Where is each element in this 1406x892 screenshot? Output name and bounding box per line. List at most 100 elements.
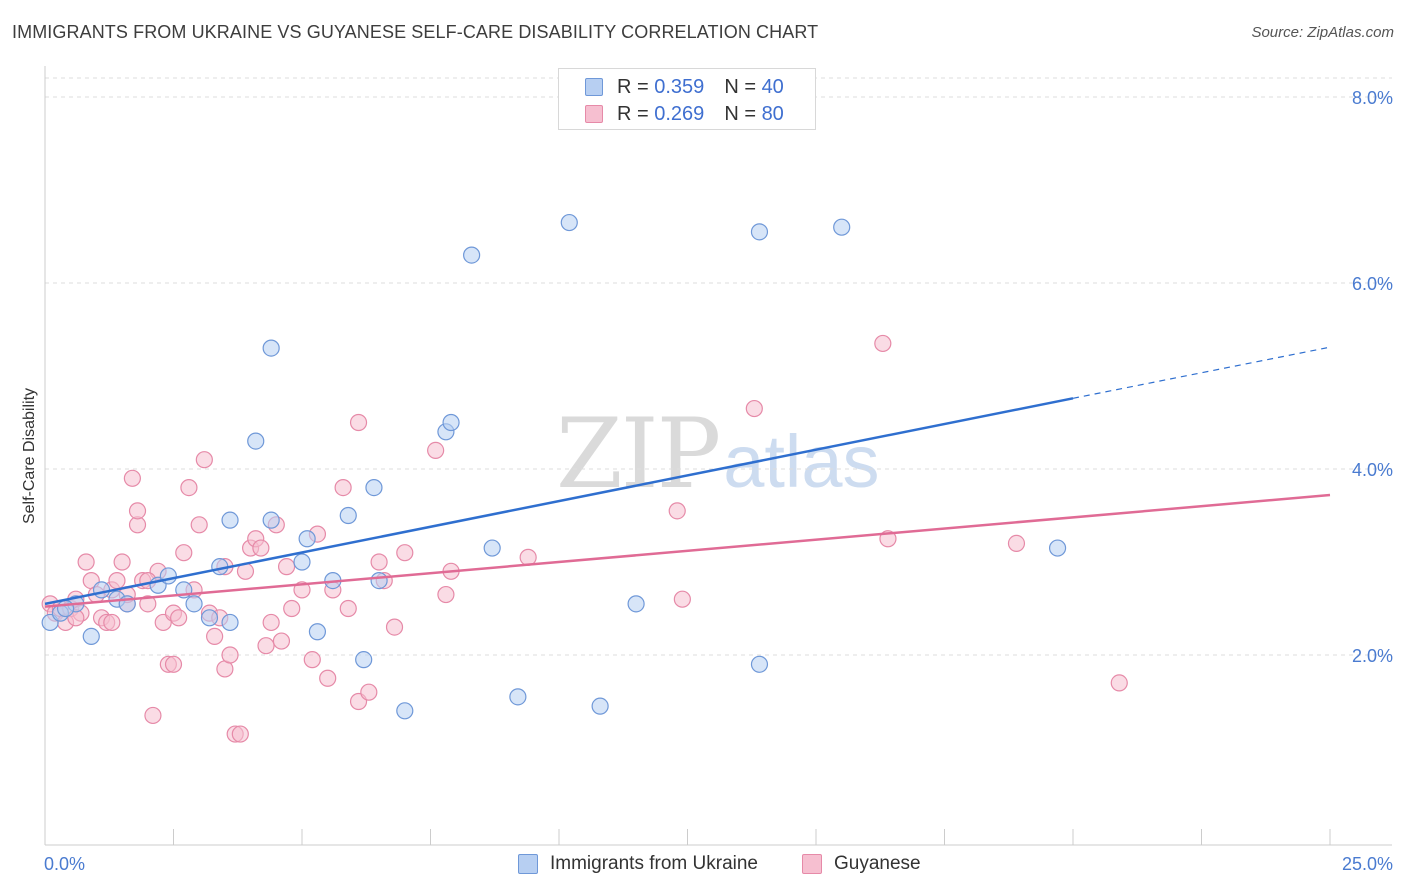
- guyanese-point: [427, 441, 445, 459]
- guyanese-point: [77, 553, 95, 571]
- ukraine-point: [396, 702, 414, 720]
- guyanese-point: [303, 651, 321, 669]
- guyanese-point: [334, 479, 352, 497]
- bottom-legend-guyanese: Guyanese: [802, 852, 921, 876]
- guyanese-point: [139, 595, 157, 613]
- guyanese-point: [385, 618, 404, 636]
- guyanese-point: [277, 558, 296, 576]
- guyanese-point: [360, 683, 378, 701]
- guyanese-point: [283, 599, 301, 618]
- guyanese-point: [103, 613, 121, 632]
- ukraine-point: [92, 581, 111, 599]
- legend-r-label: R =: [617, 75, 649, 98]
- guyanese-point: [180, 479, 198, 497]
- guyanese-point: [668, 502, 686, 520]
- guyanese-point: [874, 334, 892, 353]
- tick-labels: 2.0% 4.0% 6.0% 8.0% 0.0% 25.0%: [44, 88, 1393, 874]
- guyanese-point: [170, 609, 188, 627]
- ukraine-point: [56, 599, 75, 618]
- ukraine-legend-swatch: [518, 854, 538, 874]
- ukraine-point: [200, 609, 219, 627]
- guyanese-swatch: [585, 105, 603, 123]
- ukraine-point: [247, 432, 265, 450]
- ukraine-points: [41, 213, 1067, 720]
- x-tick-label-max: 25.0%: [1342, 854, 1393, 874]
- ukraine-legend-label: Immigrants from Ukraine: [550, 853, 758, 874]
- guyanese-point: [319, 669, 337, 687]
- ukraine-point: [221, 511, 239, 529]
- watermark-zip: ZIP: [556, 398, 721, 510]
- guyanese-point: [262, 613, 280, 632]
- watermark-atlas: atlas: [723, 420, 880, 503]
- guyanese-point: [144, 706, 162, 725]
- guyanese-trend-line: [44, 493, 1331, 608]
- guyanese-point: [673, 590, 691, 608]
- y-tick-label: 2.0%: [1352, 646, 1393, 666]
- ukraine-point: [1048, 539, 1067, 557]
- guyanese-point: [123, 469, 141, 487]
- ukraine-point: [365, 479, 383, 497]
- guyanese-point: [745, 399, 763, 418]
- guyanese-point: [396, 544, 414, 562]
- ukraine-point: [750, 223, 769, 241]
- chart-title: IMMIGRANTS FROM UKRAINE VS GUYANESE SELF…: [12, 22, 819, 42]
- guyanese-legend-label: Guyanese: [834, 853, 921, 874]
- ukraine-point: [627, 595, 645, 613]
- legend-n-label: N =: [724, 102, 756, 125]
- ukraine-point: [185, 595, 203, 613]
- ukraine-trend-extension: [1072, 346, 1331, 399]
- legend-row-guyanese: R = 0.269 N = 80: [585, 101, 784, 127]
- ukraine-point: [82, 627, 100, 646]
- guyanese-points: [41, 334, 1128, 743]
- source-label: Source: ZipAtlas.com: [1251, 24, 1394, 41]
- guyanese-point: [128, 502, 147, 520]
- ukraine-point: [560, 213, 578, 232]
- legend-r-value: 0.359: [654, 75, 705, 98]
- guyanese-point: [113, 553, 131, 571]
- guyanese-point: [108, 571, 126, 590]
- guyanese-point: [221, 646, 239, 664]
- legend-row-ukraine: R = 0.359 N = 40: [585, 74, 784, 100]
- y-tick-label: 6.0%: [1352, 274, 1393, 294]
- ukraine-point: [262, 511, 280, 529]
- bottom-legend-ukraine: Immigrants from Ukraine: [518, 852, 758, 876]
- ukraine-point: [262, 339, 280, 357]
- y-axis-label: Self-Care Disability: [21, 388, 38, 524]
- guyanese-point: [1007, 534, 1026, 553]
- ukraine-point: [339, 506, 357, 525]
- ukraine-point: [221, 613, 239, 632]
- guyanese-point: [349, 413, 368, 432]
- legend-n-value: 40: [761, 75, 784, 98]
- ukraine-point: [750, 655, 769, 673]
- legend-n-label: N =: [724, 75, 756, 98]
- ukraine-point: [483, 539, 501, 557]
- ukraine-point: [509, 688, 527, 706]
- legend-n-value: 80: [761, 102, 784, 125]
- ukraine-point: [370, 571, 388, 590]
- guyanese-point: [206, 627, 224, 646]
- guyanese-point: [257, 637, 275, 655]
- guyanese-point: [175, 544, 193, 562]
- guyanese-point: [190, 516, 208, 534]
- guyanese-point: [252, 539, 270, 557]
- axes: [44, 66, 1392, 846]
- guyanese-point: [437, 585, 455, 604]
- guyanese-point: [1110, 674, 1128, 692]
- guyanese-point: [231, 725, 249, 743]
- legend-r-label: R =: [617, 102, 649, 125]
- guyanese-point: [195, 451, 213, 469]
- guyanese-legend-swatch: [802, 854, 822, 874]
- watermark: ZIPatlas: [556, 398, 880, 510]
- ukraine-point: [298, 530, 316, 548]
- guyanese-point: [164, 655, 183, 673]
- y-tick-label: 4.0%: [1352, 460, 1393, 480]
- stats-legend: R = 0.359 N = 40 R = 0.269 N = 80: [558, 68, 816, 130]
- guyanese-point: [370, 553, 388, 571]
- legend-r-value: 0.269: [654, 102, 705, 125]
- guyanese-point: [339, 599, 357, 618]
- ukraine-point: [591, 697, 609, 715]
- ukraine-point: [442, 413, 460, 432]
- trend-lines: [44, 346, 1331, 608]
- ukraine-point: [293, 553, 311, 571]
- ukraine-swatch: [585, 78, 603, 96]
